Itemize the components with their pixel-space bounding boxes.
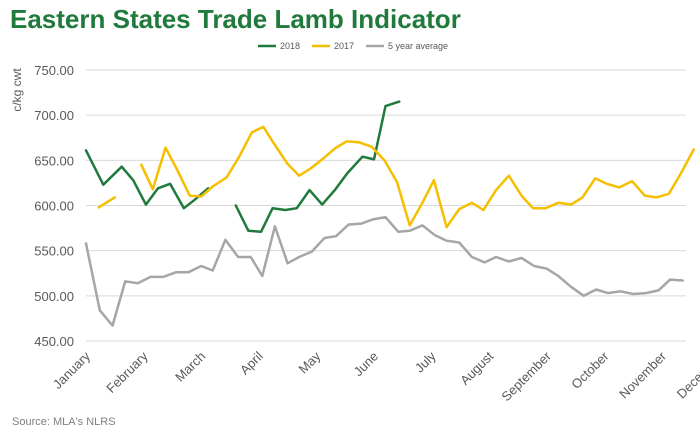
y-tick-label: 600.00 bbox=[34, 199, 74, 214]
y-tick-label: 650.00 bbox=[34, 153, 74, 168]
y-tick-label: 500.00 bbox=[34, 289, 74, 304]
y-axis-label: c/kg cwt bbox=[10, 68, 24, 112]
x-tick-label: February bbox=[103, 348, 151, 396]
source-note: Source: MLA's NLRS bbox=[12, 416, 116, 428]
series-line-1 bbox=[97, 125, 695, 229]
x-tick-label: August bbox=[457, 348, 496, 387]
x-tick-label: January bbox=[50, 348, 94, 392]
x-tick-label: October bbox=[568, 348, 612, 392]
y-tick-label: 550.00 bbox=[34, 244, 74, 259]
legend-label: 2017 bbox=[334, 41, 354, 51]
chart-title: Eastern States Trade Lamb Indicator bbox=[10, 4, 461, 34]
y-tick-label: 750.00 bbox=[34, 63, 74, 78]
x-tick-label: March bbox=[172, 349, 208, 385]
x-tick-label: September bbox=[498, 348, 554, 404]
x-tick-label: June bbox=[351, 349, 382, 380]
legend-label: 2018 bbox=[280, 41, 300, 51]
series-lines bbox=[84, 100, 695, 327]
y-tick-label: 450.00 bbox=[34, 334, 74, 349]
x-tick-label: November bbox=[616, 348, 669, 401]
x-tick-label: April bbox=[237, 348, 266, 377]
legend: 2018 2017 5 year average bbox=[258, 41, 448, 51]
y-axis-ticks: 450.00 500.00 550.00 600.00 650.00 700.00 750.… bbox=[34, 63, 74, 349]
x-axis-ticks: January February March April May June July Augu… bbox=[50, 348, 700, 404]
legend-label: 5 year average bbox=[388, 41, 448, 51]
x-tick-label: December bbox=[674, 348, 700, 401]
y-tick-label: 700.00 bbox=[34, 108, 74, 123]
gridlines bbox=[86, 69, 686, 342]
x-tick-label: July bbox=[412, 348, 439, 375]
x-tick-label: May bbox=[296, 348, 324, 376]
series-line-0 bbox=[84, 100, 401, 233]
series-line-2 bbox=[84, 215, 684, 327]
